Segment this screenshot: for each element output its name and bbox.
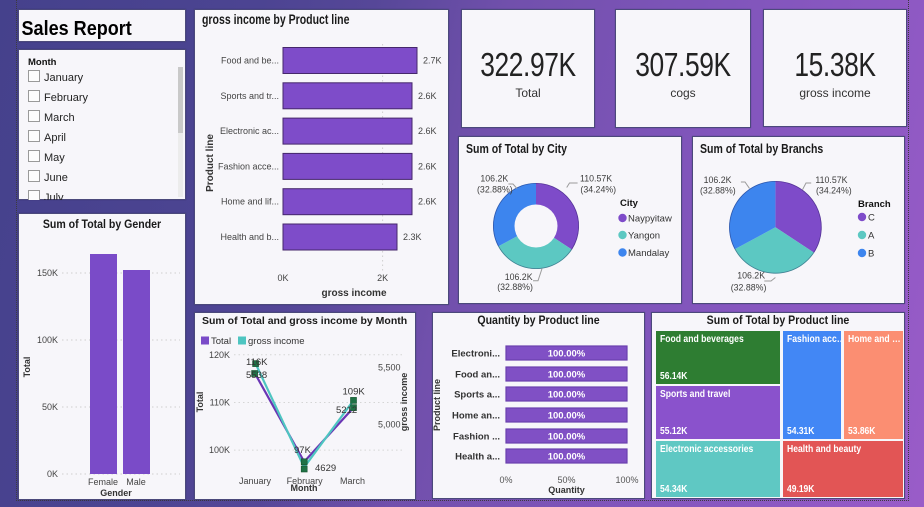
svg-text:116K: 116K bbox=[246, 357, 268, 368]
svg-text:Male: Male bbox=[126, 477, 146, 487]
svg-text:Home an...: Home an... bbox=[452, 411, 500, 422]
svg-text:50K: 50K bbox=[42, 402, 58, 412]
svg-text:Yangon: Yangon bbox=[628, 231, 660, 242]
svg-text:97K: 97K bbox=[294, 445, 312, 456]
svg-text:110K: 110K bbox=[210, 398, 230, 408]
svg-text:100K: 100K bbox=[37, 335, 58, 345]
svg-text:100.00%: 100.00% bbox=[548, 452, 586, 463]
svg-text:106.2K: 106.2K bbox=[505, 272, 533, 282]
svg-text:Fashion ...: Fashion ... bbox=[453, 432, 500, 443]
svg-text:(34.24%): (34.24%) bbox=[816, 185, 852, 195]
svg-text:0%: 0% bbox=[499, 475, 512, 485]
svg-text:Fashion acce...: Fashion acce... bbox=[218, 161, 279, 171]
svg-text:120K: 120K bbox=[209, 350, 230, 360]
svg-text:2.6K: 2.6K bbox=[418, 197, 437, 207]
svg-text:Female: Female bbox=[88, 477, 118, 487]
svg-text:Sports a...: Sports a... bbox=[454, 390, 500, 401]
svg-text:100.00%: 100.00% bbox=[548, 370, 586, 381]
svg-text:City: City bbox=[620, 198, 639, 209]
svg-text:5,000: 5,000 bbox=[378, 420, 401, 430]
svg-text:0K: 0K bbox=[47, 469, 58, 479]
svg-text:Total: Total bbox=[195, 392, 205, 413]
svg-text:2.6K: 2.6K bbox=[418, 161, 437, 171]
svg-text:Mandalay: Mandalay bbox=[628, 248, 669, 259]
svg-text:2.6K: 2.6K bbox=[418, 126, 437, 136]
svg-text:gross income: gross income bbox=[248, 336, 305, 347]
svg-text:106.2K: 106.2K bbox=[704, 175, 732, 185]
svg-text:Food and be...: Food and be... bbox=[221, 56, 279, 66]
svg-text:gross income: gross income bbox=[399, 373, 409, 432]
svg-text:Gender: Gender bbox=[100, 488, 132, 498]
svg-text:109K: 109K bbox=[343, 387, 366, 398]
svg-text:(32.88%): (32.88%) bbox=[731, 283, 767, 293]
svg-text:4629: 4629 bbox=[315, 463, 336, 474]
svg-text:Naypyitaw: Naypyitaw bbox=[628, 214, 672, 225]
svg-text:2.6K: 2.6K bbox=[418, 91, 437, 101]
svg-text:Month: Month bbox=[291, 483, 318, 493]
svg-text:B: B bbox=[868, 249, 874, 260]
svg-text:5,500: 5,500 bbox=[378, 363, 401, 373]
svg-text:2.3K: 2.3K bbox=[403, 232, 422, 242]
svg-text:Product line: Product line bbox=[205, 134, 216, 192]
svg-text:Health and b...: Health and b... bbox=[220, 232, 279, 242]
svg-text:2K: 2K bbox=[377, 273, 388, 283]
svg-text:Electroni...: Electroni... bbox=[451, 349, 500, 360]
svg-text:Total: Total bbox=[22, 357, 32, 378]
svg-text:(32.88%): (32.88%) bbox=[497, 282, 533, 292]
svg-text:2.7K: 2.7K bbox=[423, 56, 442, 66]
svg-text:gross income: gross income bbox=[321, 288, 386, 299]
svg-text:110.57K: 110.57K bbox=[580, 174, 612, 184]
svg-text:C: C bbox=[868, 213, 875, 224]
svg-text:50%: 50% bbox=[557, 475, 575, 485]
svg-text:100.00%: 100.00% bbox=[548, 411, 586, 422]
svg-text:February: February bbox=[287, 476, 324, 486]
svg-text:5212: 5212 bbox=[336, 405, 357, 416]
svg-text:(32.88%): (32.88%) bbox=[700, 185, 736, 195]
svg-text:Home and lif...: Home and lif... bbox=[221, 197, 279, 207]
svg-text:Branch: Branch bbox=[858, 199, 891, 210]
svg-text:Product line: Product line bbox=[432, 379, 442, 431]
svg-text:(34.24%): (34.24%) bbox=[580, 185, 616, 195]
svg-text:106.2K: 106.2K bbox=[480, 174, 508, 184]
svg-text:5538: 5538 bbox=[246, 370, 267, 381]
svg-text:A: A bbox=[868, 231, 875, 242]
svg-text:Electronic ac...: Electronic ac... bbox=[220, 126, 279, 136]
svg-text:Health a...: Health a... bbox=[455, 452, 500, 463]
svg-text:Quantity: Quantity bbox=[548, 485, 585, 495]
svg-text:100K: 100K bbox=[209, 445, 230, 455]
svg-text:110.57K: 110.57K bbox=[815, 175, 847, 185]
svg-text:100.00%: 100.00% bbox=[548, 349, 586, 360]
svg-text:100.00%: 100.00% bbox=[548, 432, 586, 443]
svg-text:Food an...: Food an... bbox=[455, 370, 500, 381]
svg-text:0K: 0K bbox=[277, 273, 288, 283]
svg-text:106.2K: 106.2K bbox=[737, 270, 765, 280]
svg-text:100%: 100% bbox=[615, 475, 638, 485]
svg-text:Total: Total bbox=[211, 336, 231, 347]
svg-text:(32.88%): (32.88%) bbox=[477, 185, 513, 195]
svg-text:Sports and tr...: Sports and tr... bbox=[220, 91, 279, 101]
svg-text:March: March bbox=[340, 476, 365, 486]
svg-text:January: January bbox=[239, 476, 272, 486]
svg-text:150K: 150K bbox=[37, 268, 58, 278]
svg-text:100.00%: 100.00% bbox=[548, 390, 586, 401]
